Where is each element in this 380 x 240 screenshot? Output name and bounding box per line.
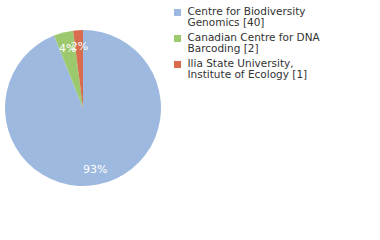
svg-text:4%: 4% [59,41,77,55]
svg-text:Ilia State University,Institut: Ilia State University,Institute of Ecolo… [188,57,308,81]
svg-text:93%: 93% [83,163,107,176]
svg-text:Canadian Centre for DNABarcodi: Canadian Centre for DNABarcoding [2] [188,31,321,55]
svg-text:Centre for BiodiversityGenomic: Centre for BiodiversityGenomics [40] [188,5,306,29]
svg-text:2%: 2% [71,40,88,53]
